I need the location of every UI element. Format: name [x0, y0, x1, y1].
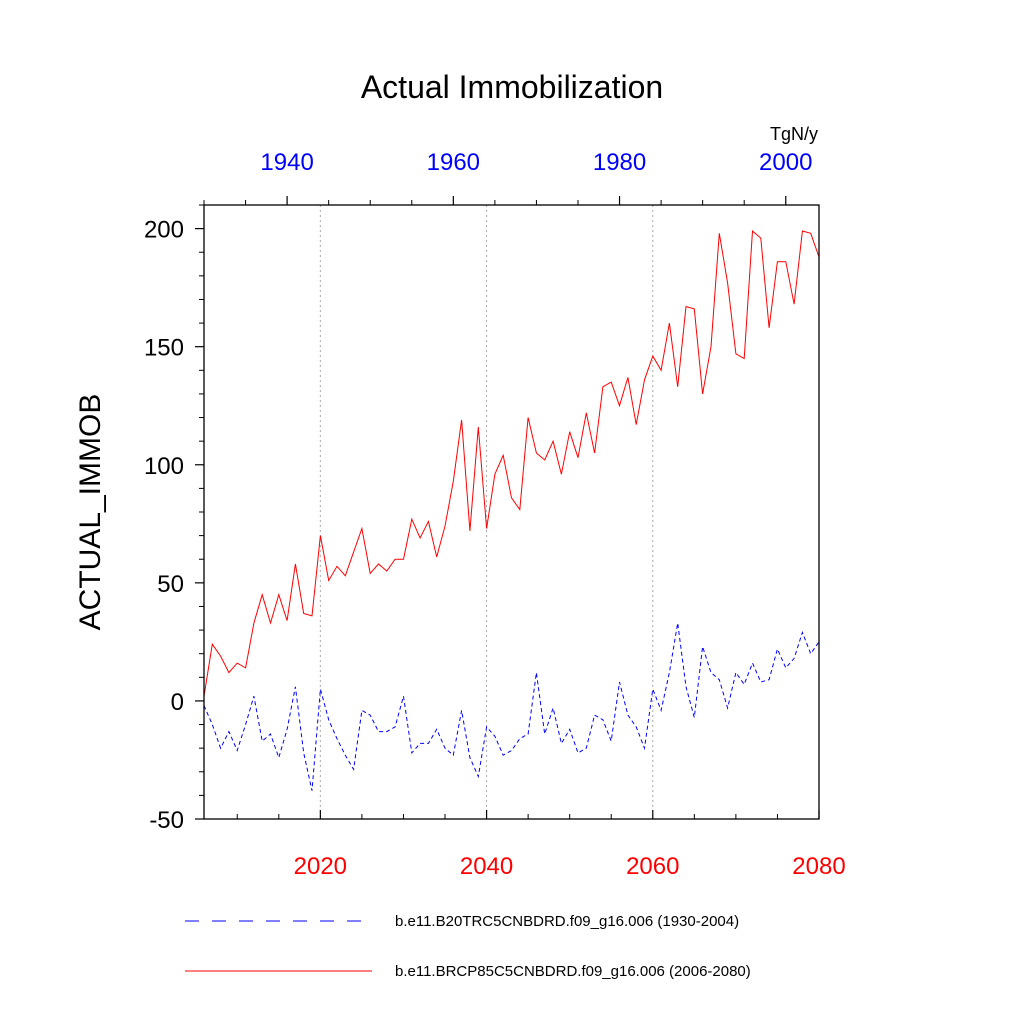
series-line-projection: [203, 229, 820, 697]
series-layer: [203, 229, 820, 791]
x-bottom-tick-label: 2080: [792, 853, 845, 880]
x-bottom-tick-label: 2020: [294, 853, 347, 880]
legend-label-projection: b.e11.BRCP85C5CNBDRD.f09_g16.006 (2006-2…: [395, 963, 751, 980]
plot-frame: [203, 204, 820, 820]
x-top-tick-label: 2000: [759, 149, 812, 176]
y-tick-label: 150: [144, 335, 184, 362]
y-tick-label: 0: [171, 689, 184, 716]
y-axis-label: ACTUAL_IMMOB: [74, 394, 107, 631]
legend-label-historical: b.e11.B20TRC5CNBDRD.f09_g16.006 (1930-20…: [395, 913, 739, 930]
x-top-tick-label: 1960: [427, 149, 480, 176]
axes: -50 0 50 100 150 200 2020 2040 2060 2080 1940 1960 1…: [144, 149, 846, 880]
x-bottom-tick-label: 2060: [626, 853, 679, 880]
x-bottom-tick-label: 2040: [460, 853, 513, 880]
chart-title: Actual Immobilization: [361, 69, 663, 105]
y-tick-label: 200: [144, 217, 184, 244]
legend: b.e11.B20TRC5CNBDRD.f09_g16.006 (1930-20…: [185, 913, 751, 980]
y-tick-label: -50: [149, 807, 184, 834]
series-line-historical: [203, 622, 820, 791]
y-tick-label: 100: [144, 453, 184, 480]
units-label: TgN/y: [770, 124, 818, 144]
y-tick-label: 50: [157, 571, 184, 598]
x-top-tick-label: 1940: [260, 149, 313, 176]
x-top-tick-label: 1980: [593, 149, 646, 176]
grid-lines: [319, 205, 654, 819]
